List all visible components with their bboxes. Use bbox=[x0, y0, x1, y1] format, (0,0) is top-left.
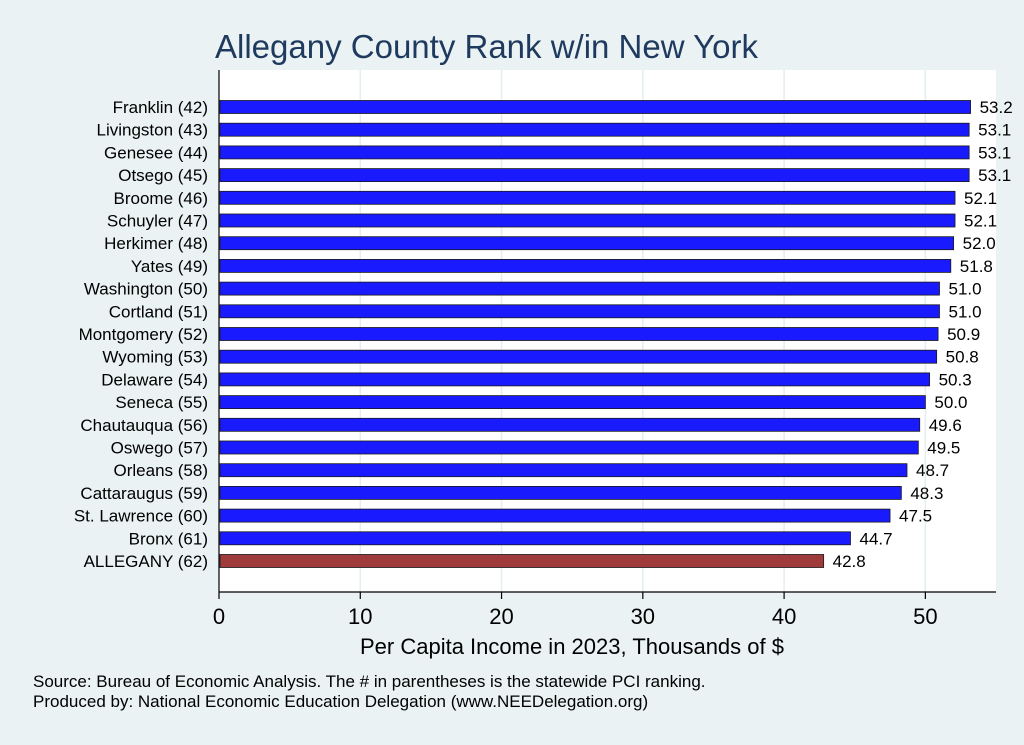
bar-value-label: 52.1 bbox=[964, 212, 997, 231]
category-label: Bronx (61) bbox=[129, 529, 208, 548]
bar bbox=[219, 213, 956, 228]
bar-value-label: 53.1 bbox=[978, 143, 1011, 162]
bar bbox=[219, 258, 952, 273]
bar bbox=[219, 190, 956, 205]
bar-value-label: 49.6 bbox=[929, 416, 962, 435]
category-label: Otsego (45) bbox=[118, 166, 208, 185]
bar bbox=[219, 417, 921, 432]
category-label: Herkimer (48) bbox=[104, 234, 208, 253]
bar bbox=[219, 508, 891, 523]
category-label: St. Lawrence (60) bbox=[74, 507, 208, 526]
category-label: Seneca (55) bbox=[115, 393, 208, 412]
category-label: Montgomery (52) bbox=[79, 325, 208, 344]
bar-value-label: 50.8 bbox=[946, 348, 979, 367]
x-tick-label: 0 bbox=[213, 604, 225, 629]
bar bbox=[219, 349, 938, 364]
bar-value-label: 51.0 bbox=[948, 280, 981, 299]
category-label: Delaware (54) bbox=[101, 370, 208, 389]
bar bbox=[219, 327, 939, 341]
category-label: Orleans (58) bbox=[114, 461, 208, 480]
bar bbox=[219, 304, 940, 319]
bar bbox=[219, 145, 970, 160]
bar-value-label: 52.0 bbox=[963, 234, 996, 253]
bar-value-label: 50.0 bbox=[934, 393, 967, 412]
category-label: Genesee (44) bbox=[104, 143, 208, 162]
bar-value-label: 53.1 bbox=[978, 166, 1011, 185]
x-tick-label: 30 bbox=[631, 604, 655, 629]
bar bbox=[219, 236, 955, 251]
bar bbox=[219, 395, 926, 410]
category-label: Cattaraugus (59) bbox=[80, 484, 208, 503]
category-label: Schuyler (47) bbox=[107, 212, 208, 231]
category-label: Franklin (42) bbox=[113, 98, 208, 117]
bar-value-label: 50.9 bbox=[947, 325, 980, 344]
bar-value-label: 44.7 bbox=[859, 529, 892, 548]
x-tick-label: 20 bbox=[489, 604, 513, 629]
produced-note: Produced by: National Economic Education… bbox=[33, 692, 649, 711]
bar bbox=[219, 168, 970, 183]
bar-value-label: 42.8 bbox=[833, 552, 866, 571]
bar-value-label: 48.3 bbox=[910, 484, 943, 503]
bar bbox=[219, 463, 908, 478]
category-label: Chautauqua (56) bbox=[80, 416, 208, 435]
bar bbox=[219, 122, 970, 137]
x-tick-label: 50 bbox=[913, 604, 937, 629]
bar bbox=[219, 372, 931, 387]
bar bbox=[219, 485, 902, 500]
bar-value-label: 49.5 bbox=[927, 439, 960, 458]
category-label: Livingston (43) bbox=[96, 121, 208, 140]
bar bbox=[219, 100, 971, 114]
category-label: Yates (49) bbox=[131, 257, 208, 276]
x-tick-label: 10 bbox=[348, 604, 372, 629]
category-label: Oswego (57) bbox=[111, 439, 208, 458]
source-note: Source: Bureau of Economic Analysis. The… bbox=[33, 672, 706, 691]
x-axis-label: Per Capita Income in 2023, Thousands of … bbox=[360, 634, 784, 659]
bar-value-label: 48.7 bbox=[916, 461, 949, 480]
bar-value-label: 51.8 bbox=[960, 257, 993, 276]
bar bbox=[219, 440, 919, 455]
bar bbox=[219, 531, 851, 546]
x-tick-label: 40 bbox=[772, 604, 796, 629]
category-label: Washington (50) bbox=[84, 280, 208, 299]
bar-value-label: 51.0 bbox=[948, 302, 981, 321]
bar bbox=[219, 281, 940, 296]
bar-value-label: 50.3 bbox=[939, 370, 972, 389]
bar-value-label: 53.1 bbox=[978, 121, 1011, 140]
bar-value-label: 53.2 bbox=[980, 98, 1013, 117]
bar bbox=[219, 554, 825, 568]
category-label: Broome (46) bbox=[114, 189, 208, 208]
bar-value-label: 47.5 bbox=[899, 507, 932, 526]
category-label: ALLEGANY (62) bbox=[84, 552, 208, 571]
chart-title: Allegany County Rank w/in New York bbox=[215, 28, 758, 65]
category-label: Cortland (51) bbox=[109, 302, 208, 321]
category-label: Wyoming (53) bbox=[102, 348, 208, 367]
bar-value-label: 52.1 bbox=[964, 189, 997, 208]
